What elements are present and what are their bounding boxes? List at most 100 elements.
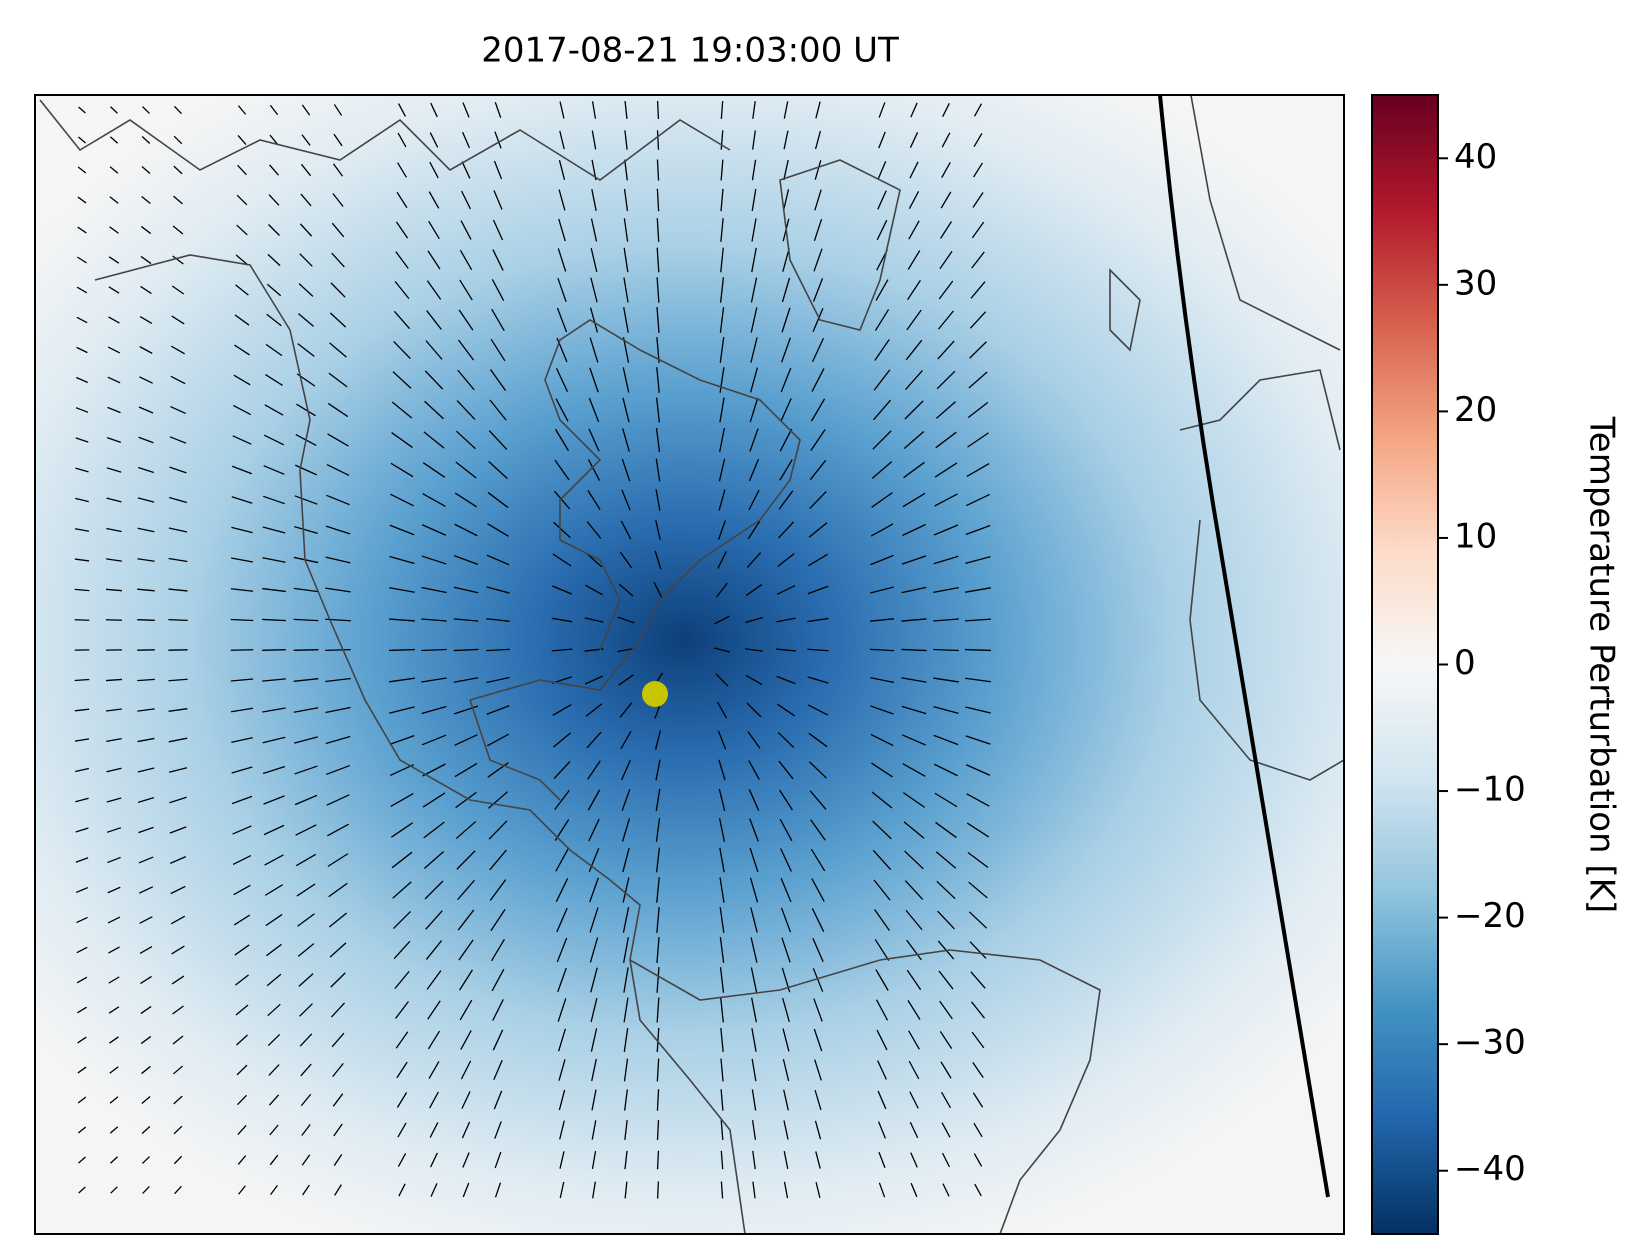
wind-vector [140,255,152,265]
wind-vector [871,461,893,479]
wind-vector [814,130,822,150]
wind-vector [262,736,286,744]
wind-vector [656,159,660,181]
wind-vector [396,1092,408,1108]
wind-vector [871,492,893,508]
wind-vector [109,136,119,144]
wind-vector [461,1091,471,1109]
wind-vector [972,1092,984,1108]
wind-vector [750,307,758,333]
wind-vector [720,1119,724,1141]
colorbar-tick-label: 10 [1454,516,1497,556]
wind-vector [556,907,568,933]
wind-vector [107,406,121,414]
wind-vector [934,763,958,777]
wind-vector [551,617,573,623]
wind-vector [748,489,760,511]
wind-vector [456,430,476,450]
wind-vector [236,194,248,206]
wind-vector [294,464,318,476]
wind-vector [230,618,254,622]
wind-vector [878,1182,886,1198]
wind-vector [870,523,894,537]
wind-vector [77,136,87,144]
wind-vector [623,307,629,333]
temperature-field [35,95,1344,1234]
wind-vector [909,161,919,179]
wind-vector [455,820,477,840]
wind-vector [902,792,926,808]
wind-vector [76,976,88,984]
wind-vector [395,221,409,239]
wind-vector [397,1153,407,1167]
wind-vector [749,877,759,903]
wind-vector [813,248,823,272]
wind-vector [425,910,443,930]
wind-vector [967,401,989,419]
wind-vector [751,1089,757,1111]
wind-vector [232,854,252,866]
wind-vector [591,189,597,211]
wind-vector [589,307,599,333]
wind-vector [968,911,988,929]
wind-vector [106,527,122,533]
wind-vector [812,937,824,963]
wind-vector [76,316,88,324]
wind-vector [876,219,888,241]
wind-vector [777,703,795,717]
wind-vector [106,436,122,444]
wind-vector [109,226,119,234]
wind-vector [873,369,891,391]
wind-vector [783,1089,789,1111]
wind-vector [266,973,282,987]
wind-vector [74,528,90,532]
wind-vector [168,588,188,592]
wind-vector [555,848,569,872]
wind-vector [425,340,443,360]
wind-vector [168,678,188,682]
wind-vector [719,877,725,903]
wind-vector [139,916,153,924]
wind-vector [783,130,789,150]
wind-vector [623,1028,629,1052]
wind-vector [972,1062,984,1078]
wind-vector [105,678,123,682]
wind-vector [421,677,447,683]
wind-vector [810,398,826,422]
wind-vector [588,397,600,423]
wind-vector [138,466,154,474]
wind-vector [938,280,954,300]
wind-vector [901,677,927,683]
wind-vector [553,761,571,779]
wind-vector [487,791,509,809]
wind-vector [486,618,510,622]
wind-vector [424,880,444,900]
wind-vector [874,909,890,931]
wind-vector [557,248,567,272]
wind-vector [811,908,825,932]
wind-vector [461,131,471,149]
wind-vector [656,218,660,242]
wind-vector [907,1000,921,1020]
wind-vector [940,191,952,209]
wind-vector [426,280,442,300]
wind-vector [390,462,414,478]
wind-vector [137,678,155,682]
wind-vector [878,1151,886,1169]
wind-vector [74,738,90,742]
wind-vector [813,218,823,242]
wind-vector [389,524,415,536]
wind-vector [655,818,661,842]
wind-vector [971,1031,985,1049]
wind-vector [269,1124,279,1136]
wind-vector [654,550,662,570]
wind-vector [397,132,407,148]
wind-vector [295,853,317,867]
wind-vector [872,849,892,871]
wind-vector [780,907,792,933]
wind-vector [269,104,279,116]
wind-vector [901,555,927,565]
wind-vector [232,404,252,416]
wind-vector [106,708,122,712]
wind-vector [297,913,315,927]
